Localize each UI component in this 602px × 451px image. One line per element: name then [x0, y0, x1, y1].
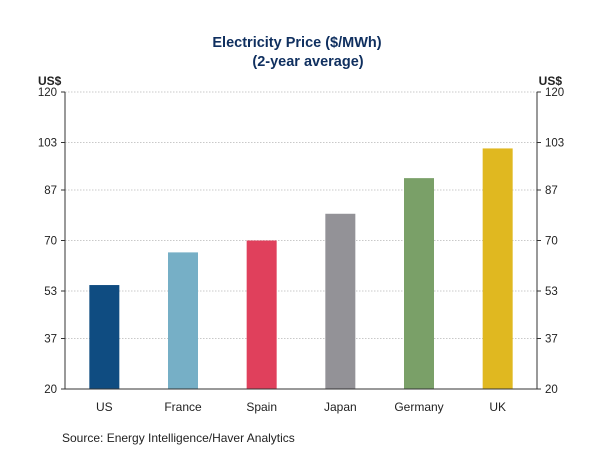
bar-us — [89, 285, 120, 389]
bars — [89, 148, 513, 389]
left-tick-label: 70 — [44, 236, 57, 248]
right-tick-label: 87 — [545, 185, 558, 197]
right-axis-unit: US$ — [539, 74, 563, 88]
left-tick-label: 87 — [44, 185, 57, 197]
category-label-uk: UK — [489, 400, 506, 414]
left-tick-label: 120 — [38, 87, 57, 99]
chart-subtitle: (2-year average) — [252, 54, 363, 70]
left-tick-label: 37 — [44, 334, 57, 346]
right-tick-label: 53 — [545, 286, 558, 298]
category-label-japan: Japan — [324, 400, 357, 414]
category-label-us: US — [96, 400, 113, 414]
category-label-spain: Spain — [246, 400, 277, 414]
axes — [61, 91, 541, 390]
right-tick-label: 103 — [545, 137, 564, 149]
right-tick-label: 70 — [545, 236, 558, 248]
bar-germany — [404, 178, 434, 389]
bar-japan — [325, 213, 356, 389]
category-labels: US France Spain Japan Germany UK — [96, 400, 506, 414]
bar-spain — [246, 240, 277, 389]
right-tick-label: 20 — [545, 384, 558, 396]
left-tick-label: 20 — [44, 384, 57, 396]
bar-france — [168, 252, 198, 389]
tick-labels: 20 20 37 37 53 53 70 70 87 87 103 103 120 120 — [38, 87, 564, 396]
right-tick-label: 120 — [545, 87, 564, 99]
source-note: Source: Energy Intelligence/Haver Analyt… — [62, 431, 295, 445]
left-tick-label: 53 — [44, 286, 57, 298]
left-axis-unit: US$ — [38, 74, 62, 88]
gridlines — [65, 91, 537, 339]
category-label-france: France — [164, 400, 202, 414]
right-tick-label: 37 — [545, 334, 558, 346]
chart-title: Electricity Price ($/MWh) — [212, 35, 381, 51]
left-tick-label: 103 — [38, 137, 57, 149]
category-label-germany: Germany — [394, 400, 443, 414]
bar-uk — [482, 148, 513, 389]
